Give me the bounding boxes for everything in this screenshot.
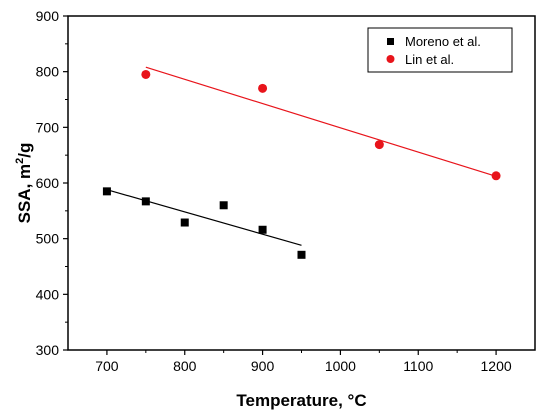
x-tick-label: 700: [95, 358, 119, 374]
data-point-series-0: [102, 187, 111, 196]
data-point-series-0: [141, 197, 150, 206]
data-point-series-1: [491, 171, 501, 181]
y-tick-label: 900: [36, 8, 60, 24]
legend: Moreno et al. Lin et al.: [367, 27, 513, 73]
legend-marker-lin: [386, 55, 395, 63]
data-point-series-1: [141, 69, 151, 79]
data-markers: [102, 69, 501, 259]
x-tick-label: 1100: [403, 358, 433, 374]
y-tick-label: 700: [36, 119, 60, 135]
x-tick-label: 800: [173, 358, 197, 374]
fit-lines: [106, 66, 497, 246]
data-point-series-0: [180, 218, 189, 227]
y-axis-ticks: 300 400 500 600 700 800 900: [36, 8, 68, 358]
x-tick-label: 1200: [481, 358, 512, 374]
data-point-series-1: [374, 140, 384, 150]
y-axis-title-main: SSA, m: [15, 164, 34, 224]
y-tick-label: 600: [36, 175, 60, 191]
data-point-series-1: [258, 83, 268, 93]
fit-line-series-1: [145, 66, 497, 177]
x-tick-label: 1000: [325, 358, 356, 374]
legend-label-moreno: Moreno et al.: [405, 34, 481, 49]
data-point-series-0: [258, 225, 267, 234]
y-axis-title-superscript: 2: [14, 158, 26, 164]
y-tick-label: 300: [36, 342, 60, 358]
data-point-series-0: [297, 250, 306, 259]
legend-label-lin: Lin et al.: [405, 52, 454, 67]
y-tick-label: 800: [36, 64, 60, 80]
x-axis-title: Temperature, °C: [236, 391, 366, 410]
legend-marker-moreno: [387, 38, 394, 45]
y-tick-label: 500: [36, 231, 60, 247]
x-axis-ticks: 700 800 900 1000 1100 1200: [95, 350, 512, 374]
data-point-series-0: [219, 201, 228, 210]
x-tick-label: 900: [251, 358, 275, 374]
y-axis-title: SSA, m2/g: [14, 143, 34, 224]
fit-line-series-0: [106, 189, 302, 246]
legend-box: [367, 27, 513, 73]
y-tick-label: 400: [36, 286, 60, 302]
y-axis-title-tail: /g: [15, 143, 34, 158]
